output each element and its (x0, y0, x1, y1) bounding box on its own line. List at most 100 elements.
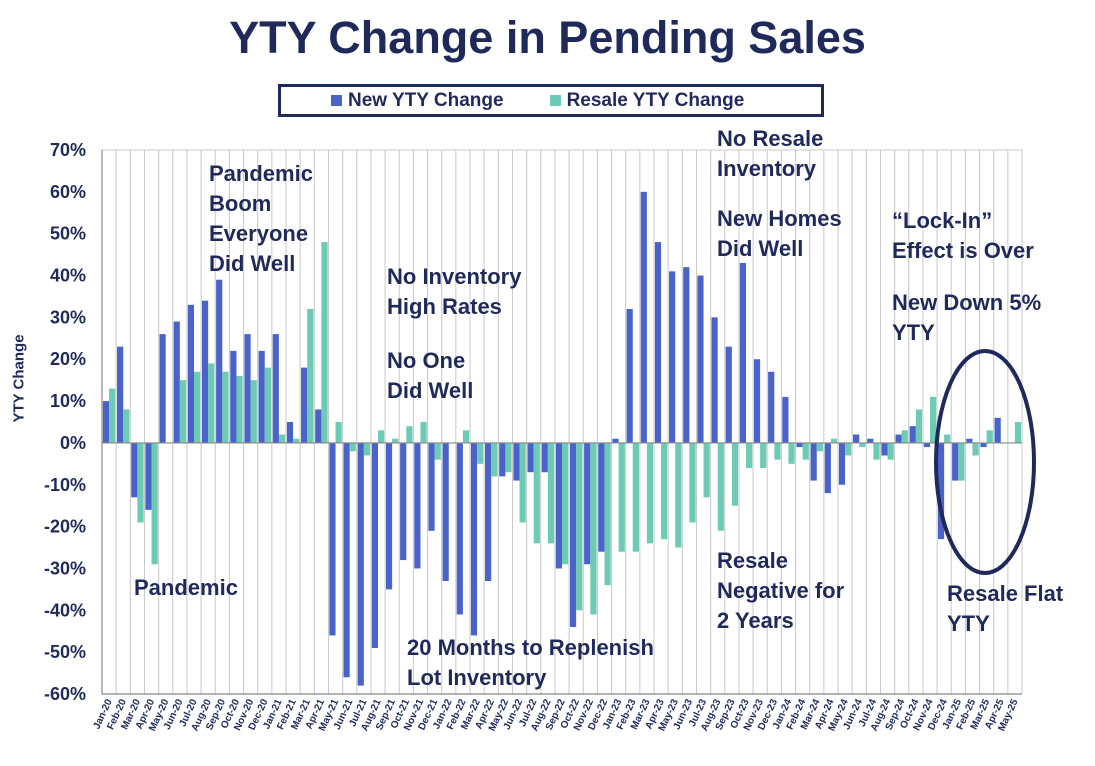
y-tick-label: -10% (44, 475, 86, 495)
annotation-pandemic: Pandemic (134, 573, 238, 603)
axes (101, 150, 1022, 695)
bar-resale (788, 442, 795, 464)
annotation-line: Boom (209, 191, 272, 216)
legend-entry-new: New YTY Change (331, 90, 504, 112)
bar-new (881, 442, 888, 456)
bar-new (796, 442, 803, 448)
annotation-resale-flat: Resale Flat YTY (947, 579, 1063, 639)
bar-new (371, 442, 378, 648)
bar-new (952, 442, 959, 481)
annotation-lock-in: “Lock-In” Effect is Over (892, 206, 1034, 266)
bar-new (442, 442, 449, 582)
bar-new (768, 371, 775, 443)
y-tick-label: 50% (50, 224, 86, 244)
bar-resale (604, 442, 611, 586)
annotation-new-homes: New Homes Did Well (717, 204, 842, 264)
y-tick-labels: 70% 60% 50% 40% 30% 20% 10% 0% -10% -20% -30% -40% -… (44, 140, 86, 704)
bar-resale (632, 442, 639, 552)
bar-new (923, 442, 930, 448)
bar-new (569, 442, 577, 628)
bar-resale (278, 434, 286, 443)
annotation-line: Everyone (209, 221, 309, 246)
annotation-line: Resale (717, 548, 788, 573)
bar-new (329, 442, 336, 636)
bar-resale (250, 380, 257, 443)
bar-new (357, 442, 364, 686)
bar-new (867, 438, 874, 443)
bar-resale (434, 442, 441, 460)
bar-new (513, 442, 520, 481)
bar-new (286, 422, 294, 443)
y-tick-label: -30% (44, 559, 86, 579)
bar-new (966, 438, 973, 443)
bar-resale (335, 422, 342, 443)
y-tick-label: 30% (50, 307, 86, 327)
annotation-line: Inventory (717, 156, 817, 181)
bar-new (272, 334, 279, 443)
highlight-ellipse (934, 349, 1036, 575)
y-tick-label: -40% (44, 600, 86, 620)
bar-new (428, 442, 435, 531)
annotation-line: Did Well (387, 378, 474, 403)
annotation-line: Pandemic (209, 161, 313, 186)
bar-resale (406, 426, 413, 443)
bar-new (584, 442, 591, 565)
bar-new (301, 367, 308, 443)
bar-resale (477, 442, 484, 464)
bar-resale (1014, 422, 1022, 443)
bar-resale (264, 367, 271, 443)
bar-resale (901, 430, 908, 443)
bar-new (909, 426, 916, 443)
legend-swatch-new (331, 95, 342, 106)
bar-resale (576, 442, 583, 611)
bar-resale (958, 442, 965, 481)
bar-new (216, 279, 223, 443)
bar-resale (194, 371, 201, 443)
annotation-line: Resale Flat (947, 581, 1064, 606)
bar-resale (873, 442, 880, 460)
bar-resale (321, 242, 328, 443)
bar-resale (646, 442, 654, 544)
bars (102, 191, 1022, 686)
x-tick-labels: Jan-20Feb-20Mar-20Apr-20May-20Jun-20Jul-… (91, 697, 1020, 733)
bar-new (258, 350, 265, 443)
bar-new (612, 438, 619, 443)
bar-new (810, 442, 817, 481)
bar-resale (547, 442, 555, 544)
y-tick-label: 60% (50, 182, 86, 202)
bar-resale (462, 430, 470, 443)
bar-resale (845, 442, 852, 456)
bar-resale (887, 442, 894, 460)
bar-new (598, 442, 605, 552)
bar-new (838, 442, 846, 485)
bar-new (980, 442, 987, 448)
bar-new (853, 434, 860, 443)
bar-new (555, 442, 562, 569)
legend-entry-resale: Resale YTY Change (549, 90, 744, 112)
bar-resale (717, 442, 724, 531)
bar-new (669, 271, 676, 443)
bar-resale (675, 442, 682, 548)
bar-new (315, 409, 322, 443)
annotation-line: No Inventory (387, 264, 522, 289)
bar-resale (972, 442, 979, 456)
annotation-line: “Lock-In” (892, 208, 993, 233)
bar-resale (505, 442, 512, 473)
y-tick-label: 70% (50, 140, 86, 160)
annotation-line: New Down 5% (892, 290, 1042, 315)
bar-resale (137, 442, 144, 523)
y-tick-label: 40% (50, 266, 86, 286)
bar-new (725, 346, 732, 443)
annotation-new-down: New Down 5% YTY (892, 288, 1041, 348)
bar-resale (930, 396, 937, 443)
bar-resale (491, 442, 498, 477)
bar-resale (533, 442, 540, 544)
bar-resale (915, 409, 923, 443)
bar-resale (236, 375, 243, 443)
bar-resale (661, 442, 668, 540)
bar-resale (986, 430, 993, 443)
bar-resale (703, 442, 710, 498)
bar-resale (123, 409, 130, 443)
y-axis-label: YTY Change (10, 334, 28, 423)
annotation-resale-negative: Resale Negative for 2 Years (717, 546, 844, 636)
